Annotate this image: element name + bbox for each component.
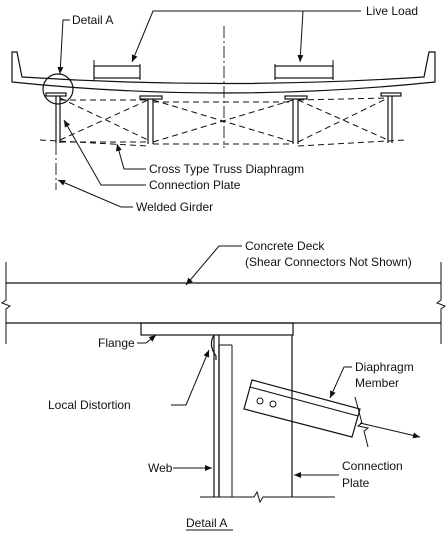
bolt-1	[256, 397, 264, 405]
diaphragm-label-line2: Member	[355, 376, 399, 390]
label-detail-a: Detail A	[57, 13, 113, 75]
detail-a-section	[0, 262, 447, 504]
web-label: Web	[148, 461, 173, 475]
diaphragm-member	[243, 379, 370, 448]
welded-girder-label: Welded Girder	[136, 200, 213, 214]
live-load-pad-left	[93, 65, 141, 79]
detail-a-circle	[42, 73, 74, 105]
live-load-label: Live Load	[366, 4, 418, 18]
cross-truss-diaphragms	[39, 97, 406, 147]
detail-a-label: Detail A	[72, 13, 113, 27]
diaphragm-label-line1: Diaphragm	[355, 360, 414, 374]
label-flange: Flange	[98, 334, 157, 350]
deck-slab-outline	[11, 51, 436, 94]
label-web: Web	[148, 461, 212, 475]
label-live-load: Live Load	[131, 4, 418, 63]
bridge-cross-section	[11, 26, 436, 190]
girder-4	[380, 92, 402, 143]
girder-3	[284, 95, 308, 144]
live-load-pad-right	[274, 65, 334, 79]
label-concrete-deck: Concrete Deck (Shear Connectors Not Show…	[185, 239, 412, 286]
detail-caption: Detail A	[186, 516, 233, 531]
label-cross-truss: Cross Type Truss Diaphragm	[115, 143, 304, 176]
detail-a-caption: Detail A	[186, 516, 227, 530]
label-local-distortion: Local Distortion	[48, 349, 210, 412]
label-connection-plate-top: Connection Plate	[63, 119, 241, 192]
shear-connectors-note: (Shear Connectors Not Shown)	[245, 255, 412, 269]
local-distortion-curve	[210, 334, 217, 360]
label-welded-girder: Welded Girder	[57, 179, 213, 214]
flange-label: Flange	[98, 336, 135, 350]
top-flange	[140, 322, 294, 336]
diaphragm-force-arrow	[359, 422, 421, 439]
local-distortion-label: Local Distortion	[48, 398, 131, 412]
connection-plate-top-label: Connection Plate	[149, 178, 241, 192]
concrete-deck-label: Concrete Deck	[245, 239, 325, 253]
girder-2	[139, 95, 163, 144]
label-connection-plate-detail: Connection Plate	[294, 459, 403, 490]
connection-plate-label-line2: Plate	[342, 476, 370, 490]
connection-plate-label-line1: Connection	[342, 459, 403, 473]
bolt-2	[269, 400, 277, 408]
label-diaphragm-member: Diaphragm Member	[329, 360, 421, 439]
cross-truss-label: Cross Type Truss Diaphragm	[149, 162, 304, 176]
